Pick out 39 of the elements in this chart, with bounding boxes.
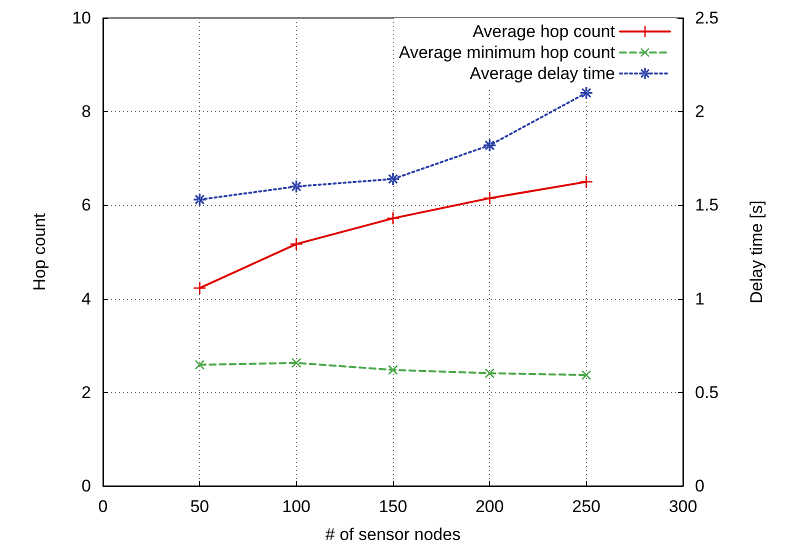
x-axis-title: # of sensor nodes bbox=[325, 525, 461, 544]
point bbox=[484, 139, 496, 152]
point bbox=[580, 176, 592, 188]
point bbox=[388, 365, 398, 375]
point bbox=[484, 192, 496, 204]
legend-label: Average minimum hop count bbox=[398, 43, 616, 62]
y2-axis-title: Delay time [s] bbox=[747, 200, 766, 304]
x-tick-label: 300 bbox=[668, 497, 698, 516]
point bbox=[582, 370, 592, 380]
point bbox=[194, 194, 206, 206]
x-tick-label: 50 bbox=[190, 497, 210, 516]
point bbox=[290, 180, 302, 192]
legend-label: Average hop count bbox=[472, 22, 616, 41]
point bbox=[484, 368, 494, 378]
x-tick-label: 250 bbox=[572, 497, 601, 516]
y2-tick-label: 2 bbox=[695, 102, 704, 122]
y-tick-label: 6 bbox=[82, 196, 91, 215]
point bbox=[194, 360, 204, 370]
point bbox=[387, 172, 399, 185]
y2-tick-label: 0.5 bbox=[695, 382, 719, 402]
y-tick-label: 8 bbox=[82, 102, 91, 122]
point bbox=[580, 86, 592, 99]
y2-tick-label: 1 bbox=[695, 289, 704, 308]
x-tick-label: 0 bbox=[98, 497, 108, 516]
y-tick-label: 0 bbox=[82, 476, 91, 496]
y-tick-label: 2 bbox=[82, 382, 91, 402]
x-tick-label: 100 bbox=[282, 497, 311, 516]
point bbox=[292, 358, 302, 368]
legend-label: Average delay time bbox=[470, 64, 615, 83]
y2-tick-label: 0 bbox=[695, 476, 704, 496]
point bbox=[194, 282, 206, 294]
y-tick-label: 4 bbox=[82, 289, 91, 308]
y2-tick-label: 1.5 bbox=[695, 196, 719, 215]
point bbox=[290, 238, 302, 250]
y2-tick-label: 2.5 bbox=[695, 8, 719, 28]
y-axis-title: Hop count bbox=[30, 212, 49, 291]
y-tick-label: 10 bbox=[72, 8, 91, 28]
x-tick-label: 150 bbox=[378, 497, 408, 516]
x-tick-label: 200 bbox=[475, 497, 504, 516]
